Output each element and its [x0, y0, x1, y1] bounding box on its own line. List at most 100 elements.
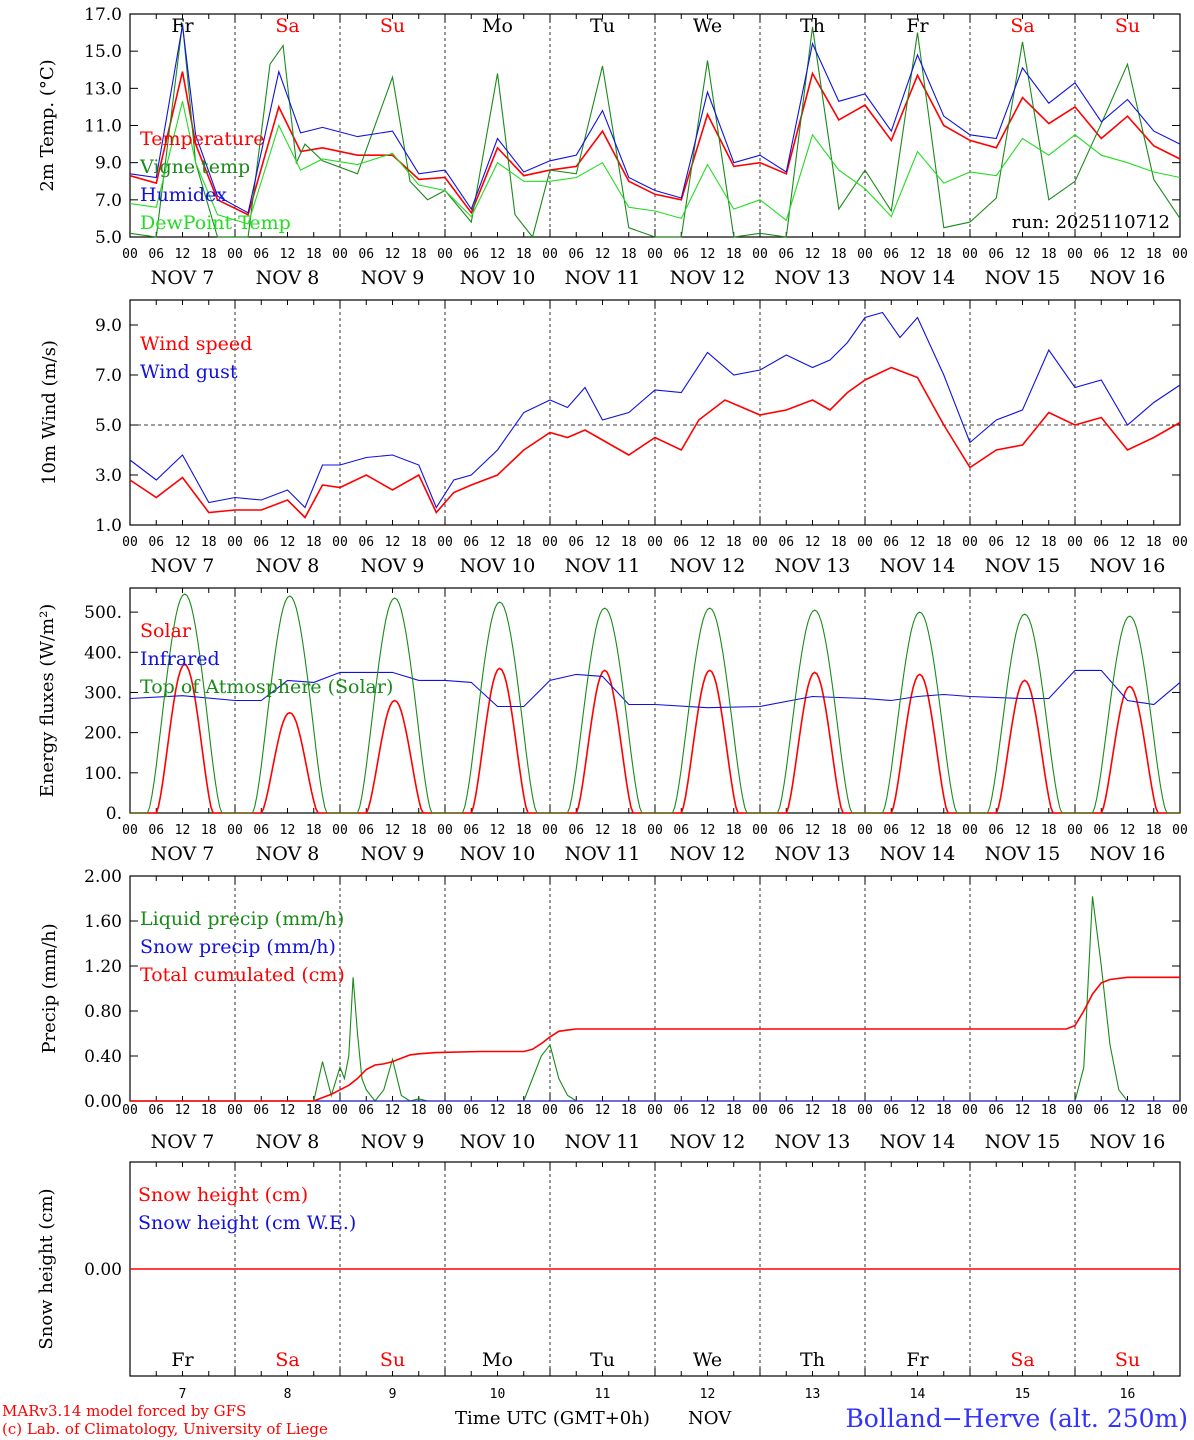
hour-tick-label: 18 [516, 247, 532, 262]
day-of-week: Fr [171, 15, 194, 37]
hour-tick-label: 00 [1067, 535, 1083, 550]
hour-tick-label: 18 [1041, 247, 1057, 262]
date-label: NOV 7 [151, 267, 215, 289]
day-of-week: Mo [482, 1349, 513, 1371]
day-of-week: Th [800, 1349, 825, 1371]
hour-tick-label: 00 [1067, 247, 1083, 262]
hour-tick-label: 00 [857, 1103, 873, 1118]
hour-tick-label: 18 [831, 247, 847, 262]
date-label: NOV 14 [880, 555, 956, 577]
day-number: 13 [805, 1387, 821, 1402]
station-title: Bolland−Herve (alt. 250m) [845, 1404, 1188, 1433]
hour-tick-label: 06 [988, 535, 1004, 550]
hour-tick-label: 00 [962, 247, 978, 262]
date-label: NOV 15 [985, 843, 1061, 865]
hour-tick-label: 00 [962, 823, 978, 838]
y-tick-label: 0.40 [84, 1047, 122, 1067]
hour-tick-label: 06 [358, 247, 374, 262]
hour-tick-label: 00 [437, 1103, 453, 1118]
date-label: NOV 11 [565, 267, 641, 289]
date-label: NOV 7 [151, 1131, 215, 1153]
hour-tick-label: 06 [1093, 1103, 1109, 1118]
hour-tick-label: 12 [490, 1103, 506, 1118]
hour-tick-label: 12 [175, 1103, 191, 1118]
series-line-total-cumulated-cm- [130, 976, 1180, 1102]
hour-tick-label: 12 [805, 823, 821, 838]
day-number: 14 [910, 1387, 926, 1402]
date-label: NOV 10 [460, 843, 536, 865]
hour-tick-label: 18 [411, 823, 427, 838]
legend-entry: Snow height (cm W.E.) [138, 1212, 356, 1234]
hour-tick-label: 18 [726, 1103, 742, 1118]
day-of-week: Su [1115, 1349, 1140, 1371]
hour-tick-label: 18 [201, 247, 217, 262]
hour-tick-label: 12 [490, 247, 506, 262]
hour-tick-label: 06 [778, 247, 794, 262]
series-line-humidex [129, 25, 1181, 214]
hour-tick-label: 06 [883, 823, 899, 838]
hour-tick-label: 18 [831, 535, 847, 550]
hour-tick-label: 12 [175, 823, 191, 838]
hour-tick-label: 18 [411, 535, 427, 550]
hour-tick-label: 12 [910, 247, 926, 262]
date-label: NOV 16 [1090, 555, 1166, 577]
hour-tick-label: 00 [227, 247, 243, 262]
month-label: NOV [688, 1408, 732, 1429]
hour-tick-label: 12 [175, 247, 191, 262]
hour-tick-label: 12 [910, 535, 926, 550]
hour-tick-label: 12 [385, 1103, 401, 1118]
series-line-top-of-atmosphere-solar- [130, 593, 1180, 814]
hour-tick-label: 06 [568, 823, 584, 838]
hour-tick-label: 12 [1015, 1103, 1031, 1118]
hour-tick-label: 00 [1172, 535, 1188, 550]
hour-tick-label: 06 [778, 535, 794, 550]
day-number: 12 [700, 1387, 716, 1402]
hour-tick-label: 12 [595, 1103, 611, 1118]
y-tick-label: 13.0 [84, 79, 122, 99]
date-label: NOV 11 [565, 843, 641, 865]
hour-tick-label: 18 [1146, 535, 1162, 550]
hour-tick-label: 00 [437, 823, 453, 838]
y-tick-label: 0.80 [84, 1002, 122, 1022]
hour-tick-label: 06 [358, 823, 374, 838]
date-label: NOV 9 [361, 843, 425, 865]
hour-tick-label: 06 [463, 535, 479, 550]
date-label: NOV 15 [985, 267, 1061, 289]
day-of-week: We [693, 15, 722, 37]
day-of-week: Fr [171, 1349, 194, 1371]
hour-tick-label: 00 [437, 247, 453, 262]
hour-tick-label: 06 [883, 1103, 899, 1118]
model-credit: MARv3.14 model forced by GFS [2, 1402, 246, 1420]
hour-tick-label: 00 [857, 823, 873, 838]
hour-tick-label: 18 [621, 247, 637, 262]
hour-tick-label: 06 [148, 247, 164, 262]
hour-tick-label: 12 [280, 823, 296, 838]
hour-tick-label: 06 [778, 1103, 794, 1118]
hour-tick-label: 12 [700, 823, 716, 838]
hour-tick-label: 12 [910, 1103, 926, 1118]
hour-tick-label: 18 [306, 535, 322, 550]
date-label: NOV 7 [151, 843, 215, 865]
y-tick-label: 5.0 [95, 416, 122, 436]
hour-tick-label: 06 [988, 823, 1004, 838]
hour-tick-label: 18 [1146, 247, 1162, 262]
panel-1 [129, 13, 1181, 239]
date-label: NOV 8 [256, 843, 320, 865]
hour-tick-label: 00 [332, 535, 348, 550]
legend-entry: Liquid precip (mm/h) [140, 908, 344, 930]
hour-tick-label: 06 [358, 1103, 374, 1118]
hour-tick-label: 18 [1146, 823, 1162, 838]
hour-tick-label: 18 [621, 1103, 637, 1118]
hour-tick-label: 18 [621, 823, 637, 838]
date-label: NOV 16 [1090, 843, 1166, 865]
legend-entry: Vigne temp [139, 156, 250, 178]
hour-tick-label: 18 [201, 823, 217, 838]
hour-tick-label: 06 [1093, 535, 1109, 550]
date-label: NOV 13 [775, 1131, 851, 1153]
day-of-week: Sa [1010, 1349, 1034, 1371]
hour-tick-label: 18 [411, 1103, 427, 1118]
date-label: NOV 9 [361, 555, 425, 577]
hour-tick-label: 06 [253, 823, 269, 838]
y-axis-label: Snow height (cm) [36, 1188, 57, 1349]
date-label: NOV 15 [985, 1131, 1061, 1153]
